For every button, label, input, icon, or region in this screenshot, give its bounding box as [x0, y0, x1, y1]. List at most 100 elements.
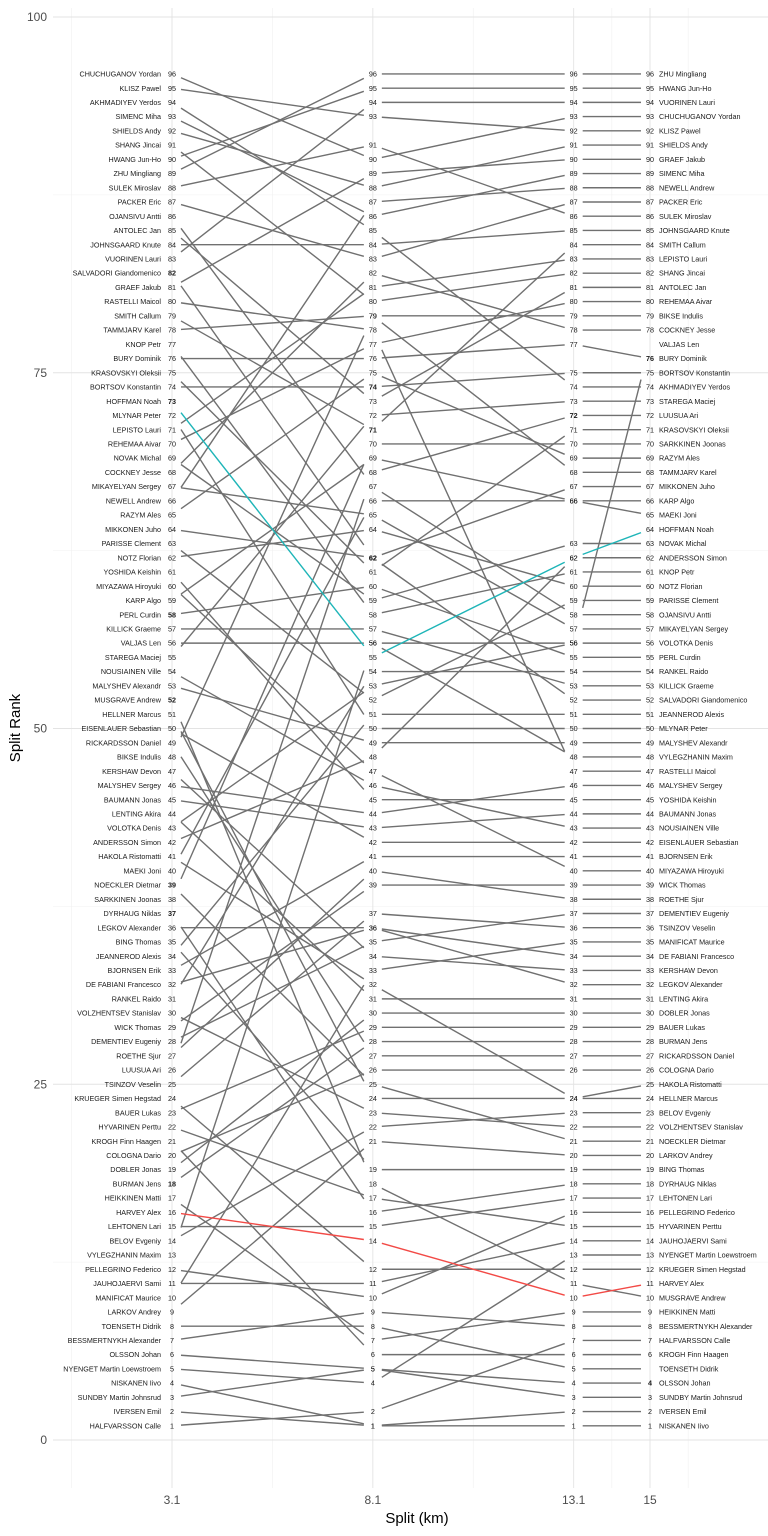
rank-label-15-nyenget-martin-loewstroem: 13 — [646, 1251, 654, 1260]
finish-name-label-krasovskyi-oleksii: KRASOVSKYI Oleksii — [659, 425, 729, 434]
rank-label-8-1-dyrhaug-niklas: 16 — [369, 1208, 377, 1217]
series-segment-antolec-jan — [381, 291, 566, 397]
rank-label-15-killick-graeme: 53 — [646, 681, 654, 690]
rank-label-8-1-novak-michal: 59 — [369, 596, 377, 605]
rank-label-15-malyshev-sergey: 46 — [646, 781, 654, 790]
rank-label-8-1-volzhentsev-stanislav: 23 — [369, 1108, 377, 1117]
rank-label-15-heikkinen-matti: 9 — [648, 1308, 652, 1317]
finish-name-label-olsson-johan: OLSSON Johan — [659, 1379, 711, 1388]
rank-label-15-novak-michal: 63 — [646, 539, 654, 548]
finish-name-label-legkov-alexander: LEGKOV Alexander — [659, 980, 723, 989]
rank-label-3-1-razym-ales: 65 — [168, 511, 176, 520]
start-name-label-hyvarinen-perttu: HYVARINEN Perttu — [98, 1123, 161, 1132]
finish-name-label-cockney-jesse: COCKNEY Jesse — [659, 326, 715, 335]
rank-label-8-1-krogh-finn-haagen: 6 — [371, 1350, 375, 1359]
rank-label-3-1-smith-callum: 79 — [168, 311, 176, 320]
series-segment-tsinzov-veselin — [180, 920, 365, 1078]
rank-label-13-1-sulek-miroslav: 86 — [570, 212, 578, 221]
rank-label-3-1-hwang-jun-ho: 90 — [168, 155, 176, 164]
series-segment-chuchuganov-yordan — [180, 77, 365, 157]
rank-label-8-1-dementiev-eugeniy: 35 — [369, 938, 377, 947]
rank-label-3-1-musgrave-andrew: 52 — [168, 696, 176, 705]
rank-label-15-bauer-lukas: 29 — [646, 1023, 654, 1032]
rank-label-8-1-smith-callum: 71 — [369, 425, 377, 434]
start-name-label-dementiev-eugeniy: DEMENTIEV Eugeniy — [91, 1037, 161, 1046]
finish-name-label-de-fabiani-francesco: DE FABIANI Francesco — [659, 952, 734, 961]
rank-label-8-1-tammjarv-karel: 79 — [369, 311, 377, 320]
series-segment-klisz-pawel — [381, 116, 565, 131]
rank-label-13-1-heikkinen-matti: 9 — [572, 1308, 576, 1317]
start-name-label-krogh-finn-haagen: KROGH Finn Haagen — [91, 1137, 161, 1146]
finish-name-label-shields-andy: SHIELDS Andy — [659, 141, 708, 150]
finish-name-label-wick-thomas: WICK Thomas — [659, 881, 706, 890]
finish-name-label-novak-michal: NOVAK Michal — [659, 539, 707, 548]
rank-label-3-1-luusua-ari: 26 — [168, 1066, 176, 1075]
series-segment-hwang-jun-ho — [180, 90, 365, 157]
rank-label-3-1-hellner-marcus: 51 — [168, 710, 176, 719]
rank-label-8-1-parisse-clement: 52 — [369, 696, 377, 705]
rank-label-15-vylegzhanin-maxim: 48 — [646, 753, 654, 762]
rank-label-8-1-bauer-lukas: 29 — [369, 1023, 377, 1032]
rank-label-8-1-mikkonen-juho: 62 — [369, 553, 377, 562]
series-segment-krogh-finn-haagen — [180, 1150, 365, 1346]
series-segment-de-fabiani-francesco — [381, 928, 565, 956]
start-name-label-iversen-emil: IVERSEN Emil — [113, 1407, 161, 1416]
rank-label-15-dobler-jonas: 30 — [646, 1009, 654, 1018]
rank-label-13-1-maeki-joni: 66 — [570, 496, 578, 505]
rank-label-13-1-tammjarv-karel: 68 — [570, 468, 578, 477]
finish-name-label-vylegzhanin-maxim: VYLEGZHANIN Maxim — [659, 753, 733, 762]
y-tick-label: 75 — [34, 366, 48, 380]
rank-label-8-1-sarkkinen-joonas: 70 — [369, 440, 377, 449]
series-segment-bjornsen-erik — [180, 861, 365, 966]
rank-label-13-1-volotka-denis: 56 — [570, 639, 578, 648]
series-segment-starega-maciej — [180, 425, 365, 647]
rank-label-3-1-rehemaa-aivar: 70 — [168, 440, 176, 449]
rank-label-8-1-manificat-maurice: 33 — [369, 966, 377, 975]
start-name-label-smith-callum: SMITH Callum — [114, 311, 161, 320]
rank-label-3-1-tsinzov-veselin: 25 — [168, 1080, 176, 1089]
rank-label-13-1-iversen-emil: 2 — [572, 1407, 576, 1416]
rank-label-15-krueger-simen-hegstad: 12 — [646, 1265, 654, 1274]
series-segment-noeckler-dietmar — [180, 893, 365, 1076]
series-segment-niskanen-iivo — [180, 1384, 364, 1425]
rank-label-15-tsinzov-veselin: 36 — [646, 923, 654, 932]
finish-name-label-mikayelyan-sergey: MIKAYELYAN Sergey — [659, 624, 729, 633]
series-segment-musgrave-andrew — [381, 1187, 565, 1280]
rank-label-8-1-klisz-pawel: 93 — [369, 112, 377, 121]
rank-label-3-1-de-fabiani-francesco: 32 — [168, 980, 176, 989]
finish-name-label-smith-callum: SMITH Callum — [659, 240, 706, 249]
rank-label-3-1-dementiev-eugeniy: 28 — [168, 1037, 176, 1046]
finish-name-label-vuorinen-lauri: VUORINEN Lauri — [659, 98, 715, 107]
rank-label-8-1-legkov-alexander: 36 — [369, 923, 377, 932]
rank-label-15-cockney-jesse: 78 — [646, 326, 654, 335]
rank-label-8-1-akhmadiyev-yerdos: 85 — [369, 226, 377, 235]
finish-name-label-nyenget-martin-loewstroem: NYENGET Martin Loewstroem — [659, 1251, 757, 1260]
rank-label-15-shields-andy: 91 — [646, 141, 654, 150]
rank-label-15-graef-jakub: 90 — [646, 155, 654, 164]
rank-label-3-1-rickardsson-daniel: 49 — [168, 738, 176, 747]
rank-label-13-1-lenting-akira: 31 — [570, 994, 578, 1003]
start-name-label-mikkonen-juho: MIKKONEN Juho — [105, 525, 161, 534]
series-segment-nousiainen-ville — [180, 676, 365, 781]
start-name-label-wick-thomas: WICK Thomas — [114, 1023, 161, 1032]
rank-label-13-1-mikayelyan-sergey: 57 — [570, 624, 578, 633]
finish-name-label-toenseth-didrik: TOENSETH Didrik — [659, 1364, 719, 1373]
rank-label-15-andersson-simon: 62 — [646, 553, 654, 562]
series-segment-olsson-johan — [381, 1368, 565, 1384]
rank-label-3-1-roethe-sjur: 27 — [168, 1051, 176, 1060]
rank-label-15-niskanen-iivo: 1 — [648, 1421, 652, 1430]
rank-label-8-1-chuchuganov-yordan: 90 — [369, 155, 377, 164]
series-segment-bing-thomas — [180, 951, 365, 1160]
start-name-label-rankel-raido: RANKEL Raido — [112, 994, 161, 1003]
rank-label-3-1-dyrhaug-niklas: 37 — [168, 909, 176, 918]
rank-label-3-1-parisse-clement: 63 — [168, 539, 176, 548]
rank-label-13-1-bessmertnykh-alexander: 8 — [572, 1322, 576, 1331]
series-segment-miyazawa-hiroyuki — [381, 775, 565, 867]
start-name-label-harvey-alex: HARVEY Alex — [116, 1208, 161, 1217]
rank-label-3-1-bauer-lukas: 23 — [168, 1108, 176, 1117]
rank-label-13-1-volzhentsev-stanislav: 22 — [570, 1123, 578, 1132]
series-segment-lepisto-lauri — [381, 259, 565, 287]
rank-label-13-1-baumann-jonas: 44 — [570, 809, 578, 818]
rank-label-13-1-miyazawa-hiroyuki: 40 — [570, 866, 578, 875]
